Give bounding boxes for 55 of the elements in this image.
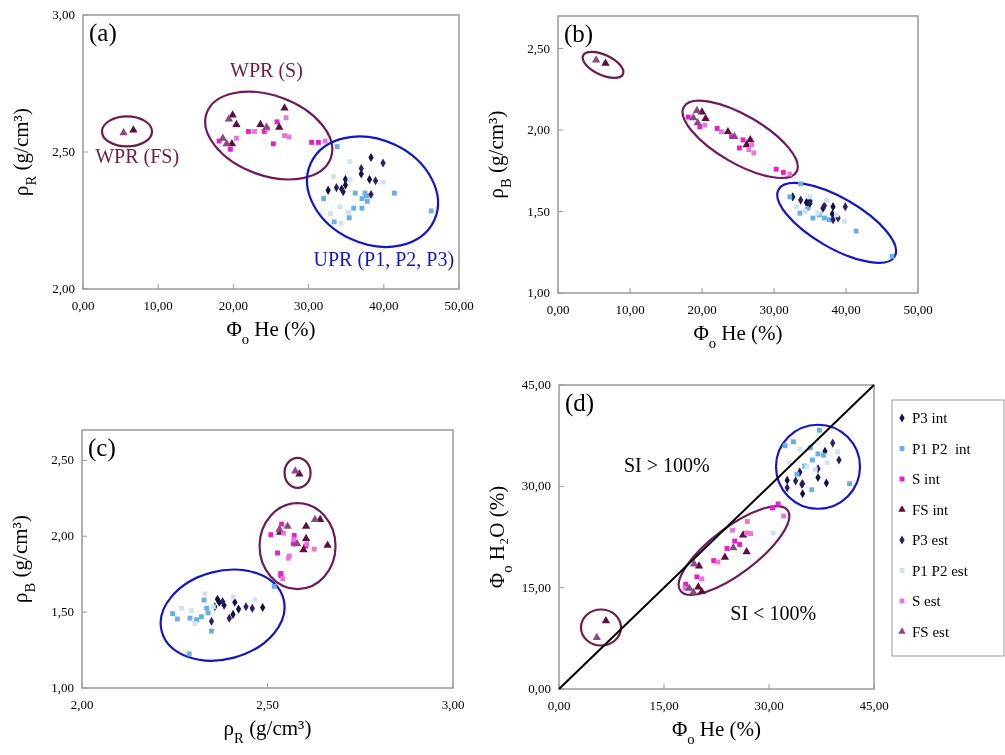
x-tick-label: 15,00 bbox=[649, 698, 679, 713]
x-tick-label: 30,00 bbox=[293, 298, 324, 313]
x-tick-label: 40,00 bbox=[831, 302, 861, 317]
x-tick-label: 30,00 bbox=[759, 302, 789, 317]
legend-label: S est bbox=[912, 593, 942, 609]
x-tick-label: 50,00 bbox=[444, 298, 474, 313]
x-tick-label: 40,00 bbox=[369, 298, 399, 313]
x-tick-label: 30,00 bbox=[754, 698, 784, 713]
x-tick-label: 10,00 bbox=[615, 302, 645, 317]
y-tick-label: 1,50 bbox=[527, 203, 550, 219]
annotation: (b) bbox=[564, 20, 594, 48]
x-tick-label: 20,00 bbox=[687, 302, 717, 317]
y-tick-label: 15,00 bbox=[521, 579, 551, 595]
annotation: UPR (P1, P2, P3) bbox=[313, 247, 455, 271]
x-tick-label: 2,50 bbox=[256, 697, 279, 712]
annotation: (c) bbox=[88, 434, 116, 462]
x-tick-label: 3,00 bbox=[441, 697, 465, 712]
annotation: WPR (S) bbox=[230, 58, 303, 82]
x-tick-label: 2,00 bbox=[70, 697, 94, 712]
y-tick-label: 30,00 bbox=[521, 478, 551, 494]
y-tick-label: 2,00 bbox=[527, 122, 550, 138]
annotation: WPR (FS) bbox=[95, 144, 180, 168]
y-tick-label: 1,50 bbox=[51, 604, 74, 620]
x-axis-title: Φ$_{o}$ He (%) bbox=[671, 717, 762, 747]
annotation: SI > 100% bbox=[623, 454, 710, 477]
legend-label: FS est bbox=[912, 623, 950, 640]
y-tick-label: 2,00 bbox=[52, 281, 75, 296]
legend-label: S int bbox=[912, 471, 941, 487]
y-tick-label: 2,00 bbox=[51, 528, 74, 544]
y-tick-label: 1,00 bbox=[51, 680, 74, 695]
legend-label: P1 P2 int bbox=[912, 440, 972, 457]
y-tick-label: 1,00 bbox=[527, 285, 550, 300]
x-tick-label: 45,00 bbox=[859, 698, 889, 713]
y-tick-label: 45,00 bbox=[521, 377, 551, 392]
x-tick-label: 0,00 bbox=[546, 302, 570, 317]
annotation: (a) bbox=[89, 19, 117, 47]
x-tick-label: 20,00 bbox=[218, 298, 249, 313]
x-axis-title: Φ$_{o}$ He (%) bbox=[693, 321, 783, 351]
y-tick-label: 2,50 bbox=[527, 40, 550, 56]
y-tick-label: 0,00 bbox=[528, 681, 551, 696]
legend-label: P3 int bbox=[912, 410, 949, 426]
legend-label: P3 est bbox=[912, 532, 950, 548]
x-tick-label: 50,00 bbox=[903, 302, 933, 317]
legend-label: FS int bbox=[912, 501, 950, 518]
y-tick-label: 2,50 bbox=[52, 144, 75, 159]
annotation: SI < 100% bbox=[730, 602, 817, 625]
legend-label: P1 P2 est bbox=[912, 562, 969, 579]
x-tick-label: 0,00 bbox=[547, 698, 571, 713]
x-axis-title: Φ$_{o}$ He (%) bbox=[226, 317, 316, 347]
x-tick-label: 0,00 bbox=[71, 298, 95, 313]
y-tick-label: 2,50 bbox=[51, 452, 74, 468]
y-tick-label: 3,00 bbox=[52, 7, 75, 22]
x-tick-label: 10,00 bbox=[143, 298, 173, 313]
x-axis-title: ρ$_{R}$ (g/cm³) bbox=[223, 716, 312, 746]
annotation: (d) bbox=[565, 389, 595, 417]
